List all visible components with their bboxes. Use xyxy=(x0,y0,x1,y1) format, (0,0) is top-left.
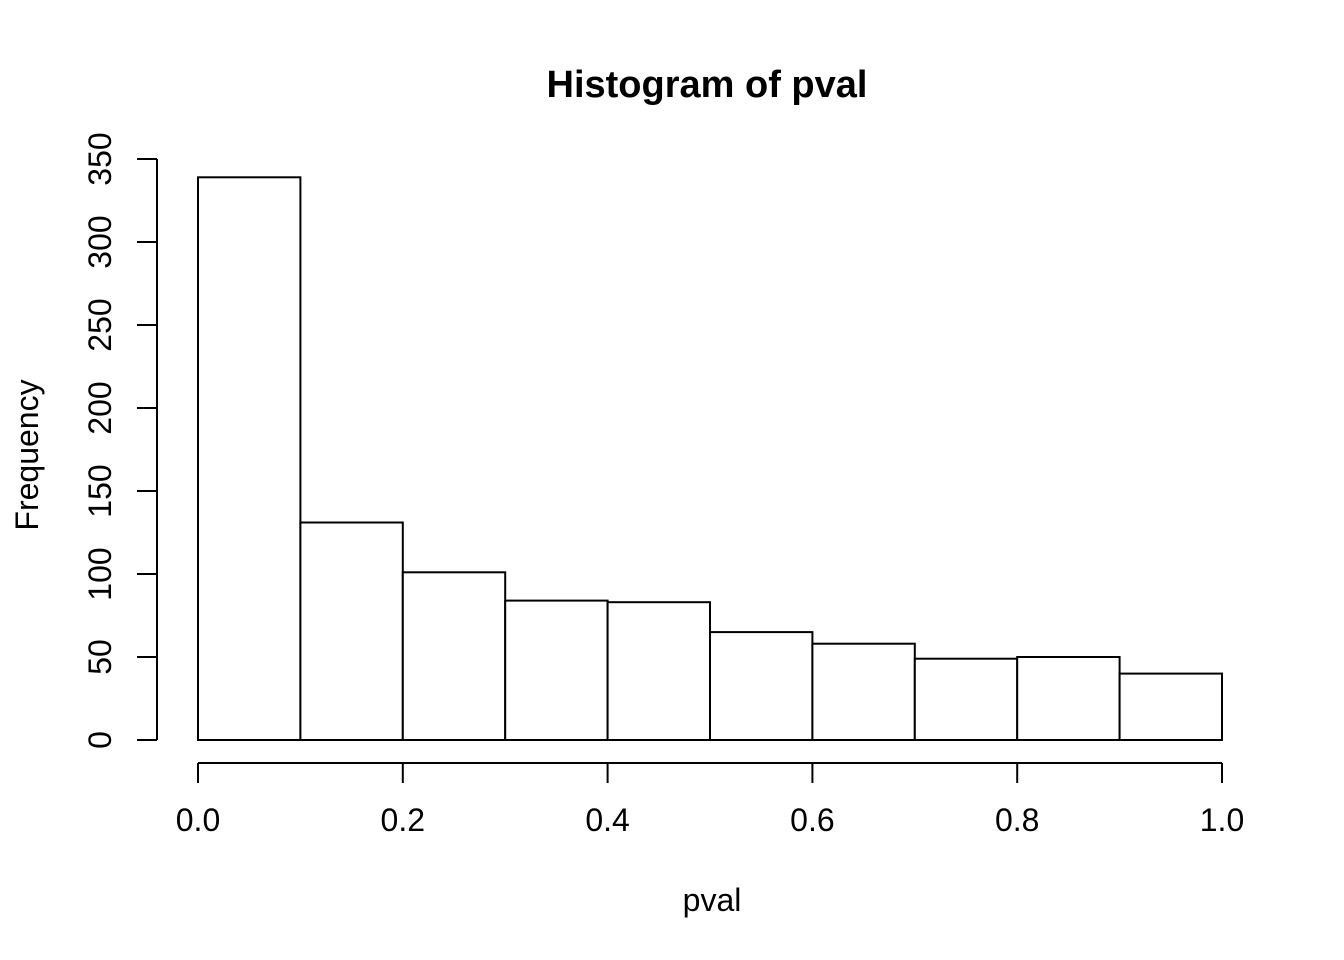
histogram-bar xyxy=(709,631,814,741)
y-tick-label: 0 xyxy=(82,731,118,749)
histogram-bar xyxy=(811,642,916,742)
x-axis-label: pval xyxy=(683,882,742,918)
y-tick-label: 250 xyxy=(82,298,118,351)
histogram-bar xyxy=(299,521,404,741)
y-tick-label: 350 xyxy=(82,132,118,185)
y-tick-label: 150 xyxy=(82,464,118,517)
x-tick-label: 0.2 xyxy=(381,802,425,838)
x-tick-label: 0.6 xyxy=(790,802,834,838)
y-tick-label: 200 xyxy=(82,381,118,434)
y-tick-label: 300 xyxy=(82,215,118,268)
y-axis-label: Frequency xyxy=(9,379,45,530)
x-tick-label: 0.4 xyxy=(585,802,629,838)
histogram-bar xyxy=(913,657,1019,742)
x-tick-label: 0.8 xyxy=(995,802,1039,838)
histogram-bar xyxy=(504,599,609,741)
y-axis: 0 50 100 150 200 250 300 350 xyxy=(82,132,158,749)
chart-title: Histogram of pval xyxy=(547,64,868,106)
x-tick-label: 1.0 xyxy=(1200,802,1244,838)
y-tick-label: 50 xyxy=(82,639,118,675)
histogram-bar xyxy=(1118,672,1223,741)
histogram-bar xyxy=(401,571,507,741)
x-axis: 0.0 0.2 0.4 0.6 0.8 1.0 xyxy=(176,762,1244,838)
x-tick-label: 0.0 xyxy=(176,802,220,838)
histogram-bar xyxy=(197,176,302,742)
histogram-bar xyxy=(606,601,711,742)
bars-group xyxy=(197,176,1223,742)
y-tick-label: 100 xyxy=(82,547,118,600)
histogram-bar xyxy=(1016,656,1121,741)
